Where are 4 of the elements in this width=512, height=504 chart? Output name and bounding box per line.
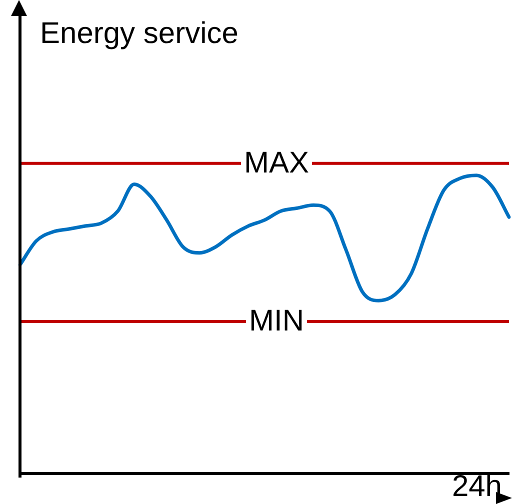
x-axis-title: 24h xyxy=(452,470,502,503)
ref-line-label: MIN xyxy=(249,304,304,338)
y-axis-title: Energy service xyxy=(40,17,238,50)
ref-line-label: MAX xyxy=(244,146,310,180)
